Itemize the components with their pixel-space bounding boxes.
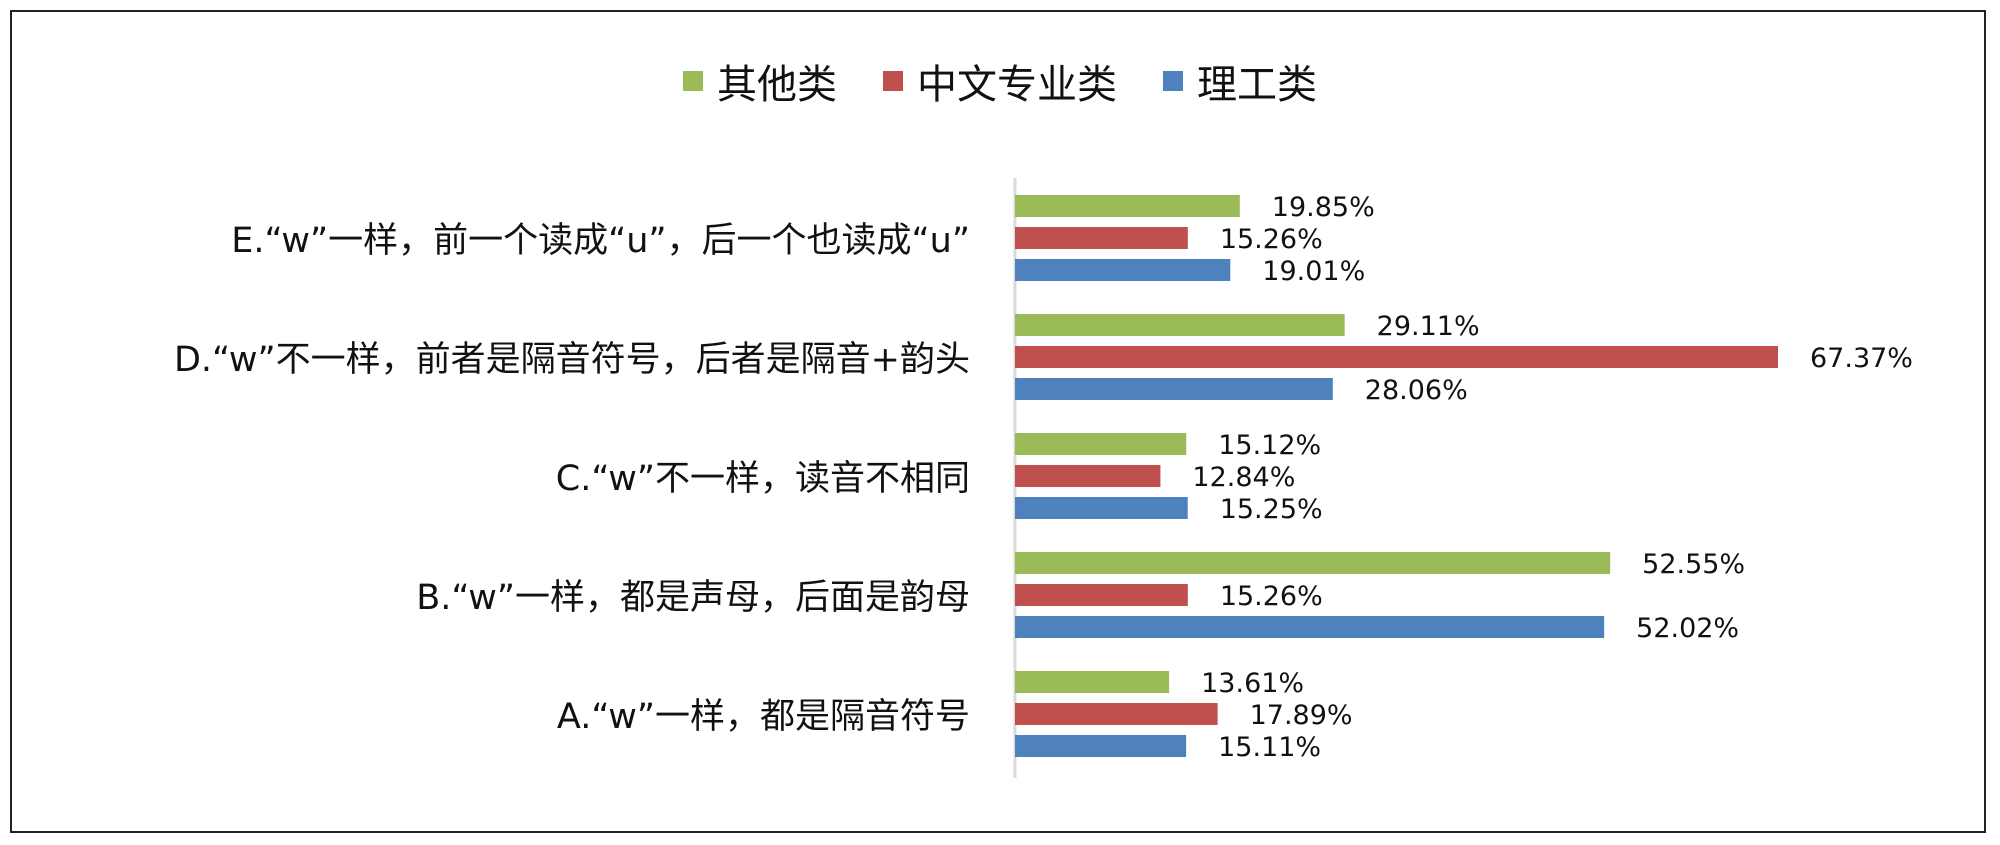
bar [1015, 584, 1188, 606]
category-label: D.“w”不一样，前者是隔音符号，后者是隔音+韵头 [174, 340, 970, 380]
legend-swatch-chinese-major [883, 71, 903, 91]
data-label: 13.61% [1201, 668, 1304, 699]
bar [1015, 616, 1605, 638]
data-label: 52.55% [1642, 549, 1745, 580]
bar [1015, 735, 1187, 757]
category-label: A.“w”一样，都是隔音符号 [557, 697, 970, 737]
bar [1015, 671, 1170, 693]
data-label: 15.26% [1220, 224, 1323, 255]
bar [1015, 314, 1345, 336]
data-label: 15.26% [1220, 581, 1323, 612]
category-label: E.“w”一样，前一个读成“u”，后一个也读成“u” [231, 221, 970, 261]
legend-label-chinese-major: 中文专业类 [917, 62, 1117, 108]
bar [1015, 227, 1188, 249]
bar [1015, 433, 1187, 455]
legend-label-other: 其他类 [717, 62, 837, 108]
data-label: 19.01% [1262, 256, 1365, 287]
data-label: 29.11% [1377, 311, 1480, 342]
legend-item-chinese-major: 中文专业类 [883, 52, 1117, 110]
data-label: 28.06% [1365, 375, 1468, 406]
data-label: 15.25% [1220, 494, 1323, 525]
legend-swatch-science-engineering [1163, 71, 1183, 91]
data-label: 17.89% [1250, 700, 1353, 731]
data-label: 19.85% [1272, 192, 1375, 223]
legend-label-science-engineering: 理工类 [1197, 62, 1317, 108]
bar [1015, 259, 1231, 281]
bar [1015, 346, 1778, 368]
data-label: 15.12% [1218, 430, 1321, 461]
category-label: B.“w”一样，都是声母，后面是韵母 [416, 578, 970, 618]
data-label: 15.11% [1218, 732, 1321, 763]
legend-item-science-engineering: 理工类 [1163, 52, 1317, 110]
bar [1015, 195, 1240, 217]
data-label: 67.37% [1810, 343, 1913, 374]
data-label: 52.02% [1636, 613, 1739, 644]
bar [1015, 552, 1611, 574]
bar [1015, 465, 1161, 487]
category-label: C.“w”不一样，读音不相同 [556, 459, 970, 499]
legend: 其他类 中文专业类 理工类 [0, 52, 2000, 110]
data-label: 12.84% [1192, 462, 1295, 493]
bar [1015, 497, 1188, 519]
chart-frame [10, 10, 1986, 833]
legend-item-other: 其他类 [683, 52, 837, 110]
bar [1015, 378, 1333, 400]
bar [1015, 703, 1218, 725]
legend-swatch-other [683, 71, 703, 91]
